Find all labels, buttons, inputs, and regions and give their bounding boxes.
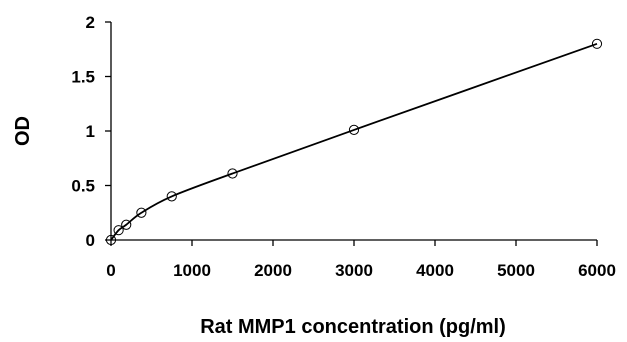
x-tick-label: 5000 xyxy=(497,261,535,280)
data-point xyxy=(348,124,360,136)
x-tick-label: 4000 xyxy=(416,261,454,280)
data-point xyxy=(136,207,147,218)
data-point xyxy=(227,168,238,179)
y-tick-label: 0 xyxy=(86,231,95,250)
data-point xyxy=(121,219,132,230)
x-axis-title: Rat MMP1 concentration (pg/ml) xyxy=(200,316,506,338)
data-point xyxy=(105,234,117,246)
y-tick-label: 1 xyxy=(86,122,95,141)
y-tick-label: 1.5 xyxy=(71,68,95,87)
data-point xyxy=(113,225,124,236)
data-point xyxy=(166,191,177,202)
y-tick-label: 2 xyxy=(86,13,95,32)
x-tick-label: 0 xyxy=(106,261,115,280)
x-tick-label: 6000 xyxy=(578,261,616,280)
y-axis-title: OD xyxy=(12,116,34,146)
data-point xyxy=(591,38,603,49)
x-tick-label: 2000 xyxy=(254,261,292,280)
plot-area: 0 0.5 1 1.5 2 0 1000 2000 3000 4000 5000 6000 xyxy=(71,13,616,280)
x-tick-label: 3000 xyxy=(335,261,373,280)
trend-line xyxy=(110,42,598,241)
x-tick-label: 1000 xyxy=(173,261,211,280)
y-tick-label: 0.5 xyxy=(71,177,95,196)
